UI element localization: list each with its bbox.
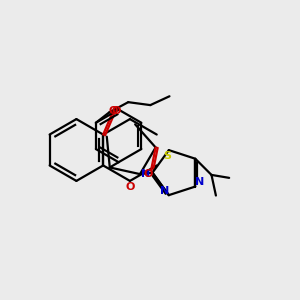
- Text: S: S: [164, 151, 171, 161]
- Text: N: N: [195, 177, 204, 187]
- Text: O: O: [109, 106, 118, 116]
- Text: N: N: [141, 169, 151, 179]
- Text: O: O: [112, 106, 121, 116]
- Text: N: N: [160, 186, 169, 196]
- Text: O: O: [144, 169, 153, 179]
- Text: O: O: [125, 182, 135, 192]
